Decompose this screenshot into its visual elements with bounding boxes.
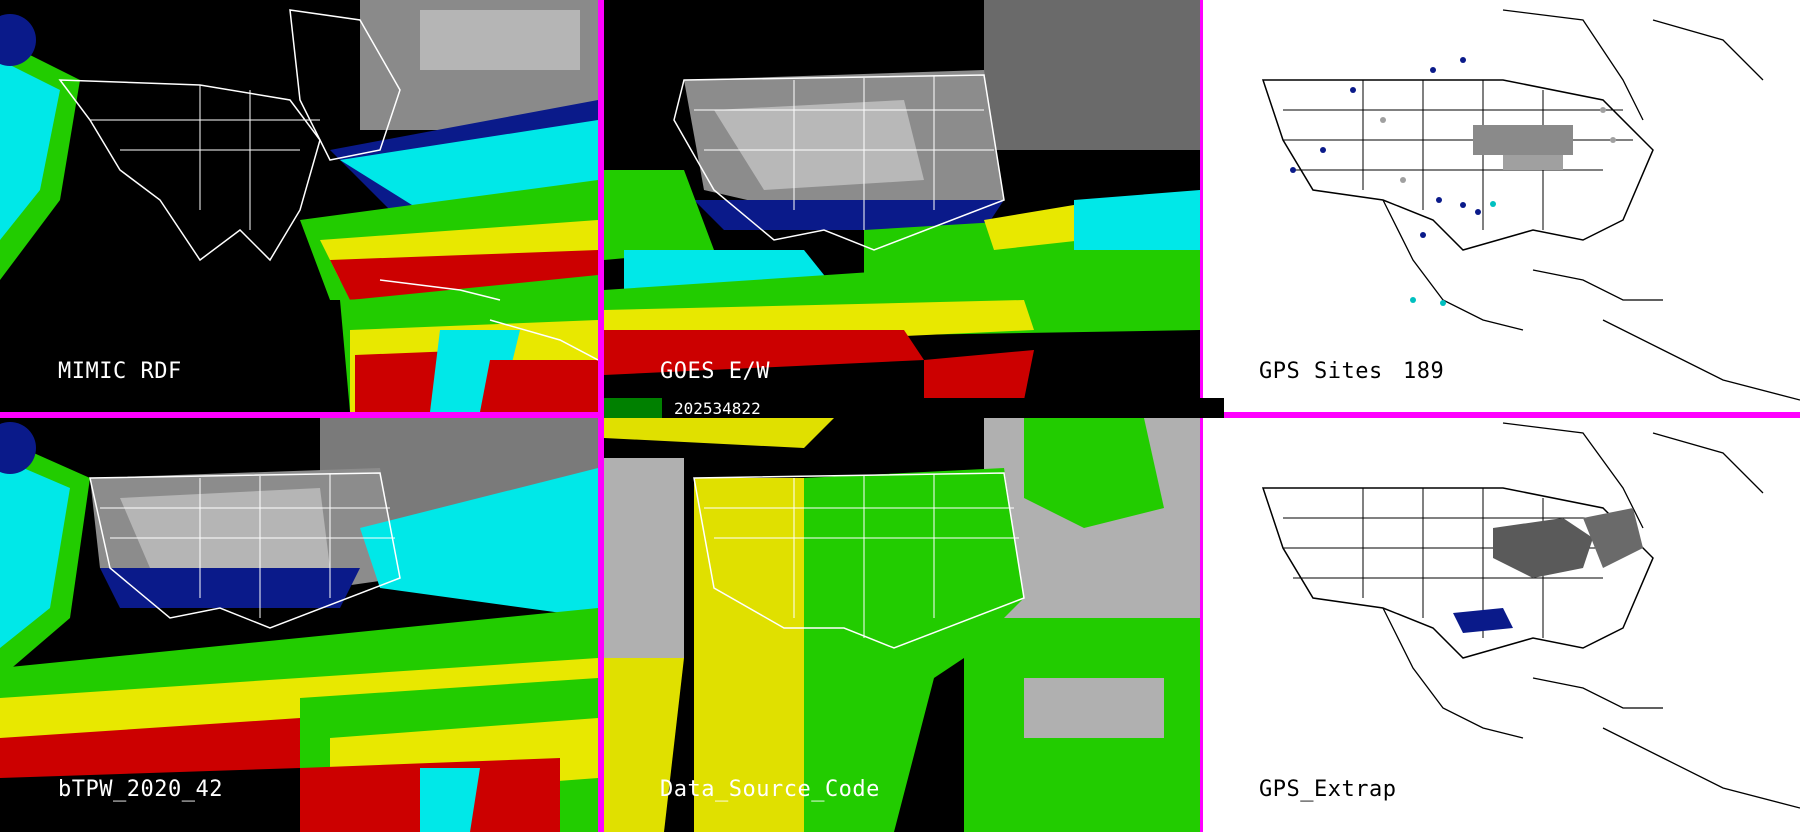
gps-sites-map-graphic xyxy=(1261,9,1800,401)
panel-mimic-rdf: MIMIC RDF xyxy=(0,0,598,412)
mimic-map-graphic xyxy=(0,0,598,412)
panel-btpw: bTPW_2020_42 xyxy=(0,418,598,832)
gps-site-count: 189 xyxy=(1403,359,1445,384)
timestamp-bar: 202534822 xyxy=(604,398,1224,418)
goes-map-graphic xyxy=(604,0,1200,400)
data-source-map-graphic xyxy=(604,418,1200,832)
panel-label-btpw: bTPW_2020_42 xyxy=(58,777,223,802)
panel-data-source: Data_Source_Code xyxy=(604,418,1200,832)
panel-gps-sites: GPS Sites 189 xyxy=(1203,0,1800,412)
timestamp-text: 202534822 xyxy=(674,399,761,418)
timestamp-color-strip xyxy=(604,398,662,418)
panel-label-mimic: MIMIC RDF xyxy=(58,359,182,384)
gps-extrap-map-graphic xyxy=(1261,422,1800,809)
panel-label-goes: GOES E/W xyxy=(660,359,770,384)
btpw-map-graphic xyxy=(0,418,598,832)
panel-label-gps-extrap: GPS_Extrap xyxy=(1259,777,1397,802)
panel-goes: GOES E/W xyxy=(604,0,1200,412)
panel-label-data-source: Data_Source_Code xyxy=(660,777,880,802)
panel-gps-extrap: GPS_Extrap xyxy=(1203,418,1800,832)
panel-label-gps-sites: GPS Sites xyxy=(1259,359,1383,384)
